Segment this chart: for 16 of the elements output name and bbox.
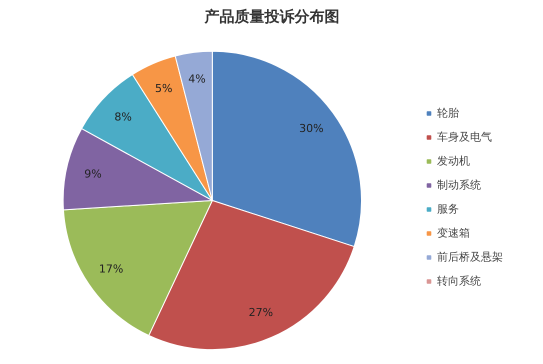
- data-label: 17%: [98, 262, 124, 276]
- legend-label: 车身及电气: [437, 130, 492, 144]
- data-label: 5%: [155, 82, 172, 95]
- data-label: 4%: [188, 72, 206, 86]
- data-label: 27%: [248, 306, 274, 320]
- legend-label: 转向系统: [437, 274, 481, 288]
- data-label: 30%: [299, 122, 324, 136]
- legend-label: 前后桥及悬架: [437, 250, 503, 264]
- data-label: 9%: [84, 167, 102, 180]
- chart-title: 产品质量投诉分布图: [204, 8, 340, 26]
- data-label: 8%: [114, 110, 132, 124]
- legend-label: 发动机: [437, 154, 470, 168]
- legend-label: 制动系统: [437, 178, 481, 192]
- legend-label: 轮胎: [437, 106, 459, 120]
- legend-label: 服务: [437, 202, 459, 216]
- legend-label: 变速箱: [437, 226, 470, 240]
